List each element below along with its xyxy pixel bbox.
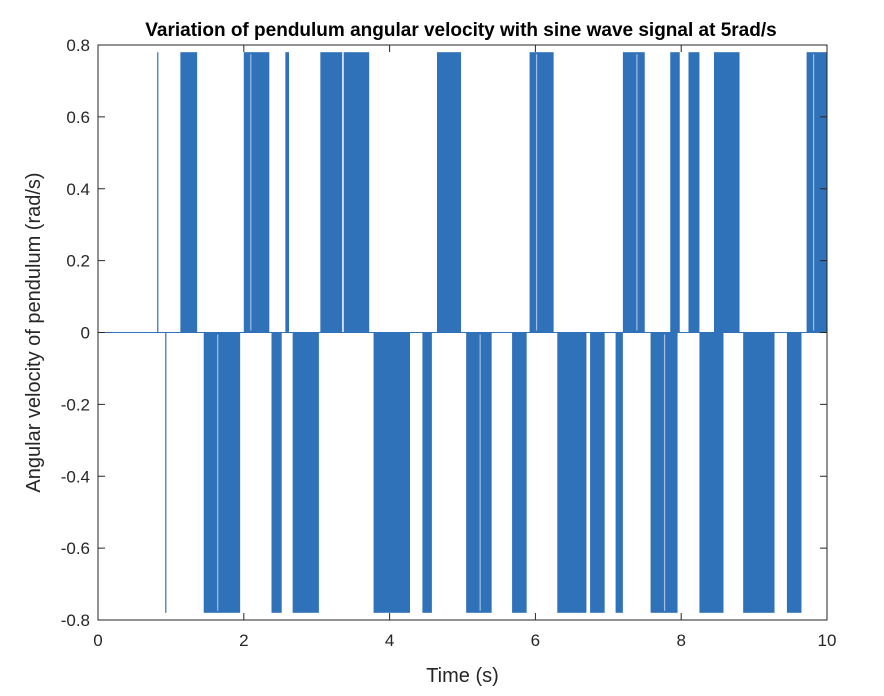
y-tick-label: -0.4 bbox=[61, 467, 90, 486]
positive-burst bbox=[180, 52, 198, 333]
positive-burst bbox=[436, 52, 462, 333]
y-tick-label: -0.8 bbox=[61, 611, 90, 630]
x-tick-label: 10 bbox=[818, 631, 837, 650]
y-tick-label: 0 bbox=[81, 324, 90, 343]
negative-burst bbox=[292, 332, 319, 613]
x-axis: 0 2 4 6 8 10 bbox=[93, 45, 836, 650]
y-axis: -0.8 -0.6 -0.4 -0.2 0 0.2 0.4 0.6 0.8 bbox=[61, 36, 827, 630]
y-tick-label: -0.6 bbox=[61, 539, 90, 558]
negative-burst bbox=[271, 332, 282, 613]
x-tick-label: 4 bbox=[385, 631, 394, 650]
negative-burst bbox=[466, 332, 492, 613]
negative-burst bbox=[590, 332, 605, 613]
positive-burst bbox=[529, 52, 554, 333]
negative-burst bbox=[203, 332, 241, 613]
positive-burst bbox=[622, 52, 645, 333]
positive-burst bbox=[806, 52, 827, 333]
y-tick-label: 0.2 bbox=[66, 252, 90, 271]
positive-burst bbox=[714, 52, 740, 333]
positive-burst bbox=[285, 52, 289, 333]
y-tick-label: 0.8 bbox=[66, 36, 90, 55]
positive-burst bbox=[243, 52, 270, 333]
negative-burst bbox=[615, 332, 623, 613]
negative-burst bbox=[743, 332, 775, 613]
x-tick-label: 8 bbox=[676, 631, 685, 650]
y-tick-label: -0.2 bbox=[61, 395, 90, 414]
x-tick-label: 2 bbox=[239, 631, 248, 650]
negative-burst bbox=[786, 332, 802, 613]
positive-burst bbox=[688, 52, 700, 333]
positive-burst bbox=[670, 52, 680, 333]
x-tick-label: 6 bbox=[531, 631, 540, 650]
x-tick-label: 0 bbox=[93, 631, 102, 650]
y-axis-label: Angular velocity of pendulum (rad/s) bbox=[23, 172, 45, 492]
series-layer bbox=[98, 52, 827, 613]
negative-burst bbox=[373, 332, 411, 613]
x-axis-label: Time (s) bbox=[426, 665, 499, 687]
negative-burst bbox=[422, 332, 432, 613]
y-tick-label: 0.4 bbox=[66, 180, 90, 199]
negative-burst bbox=[512, 332, 527, 613]
chart-title: Variation of pendulum angular velocity w… bbox=[145, 20, 776, 41]
negative-burst bbox=[557, 332, 587, 613]
y-tick-label: 0.6 bbox=[66, 108, 90, 127]
positive-burst bbox=[343, 52, 370, 333]
negative-burst bbox=[650, 332, 678, 613]
negative-burst bbox=[699, 332, 724, 613]
positive-burst bbox=[320, 52, 343, 333]
